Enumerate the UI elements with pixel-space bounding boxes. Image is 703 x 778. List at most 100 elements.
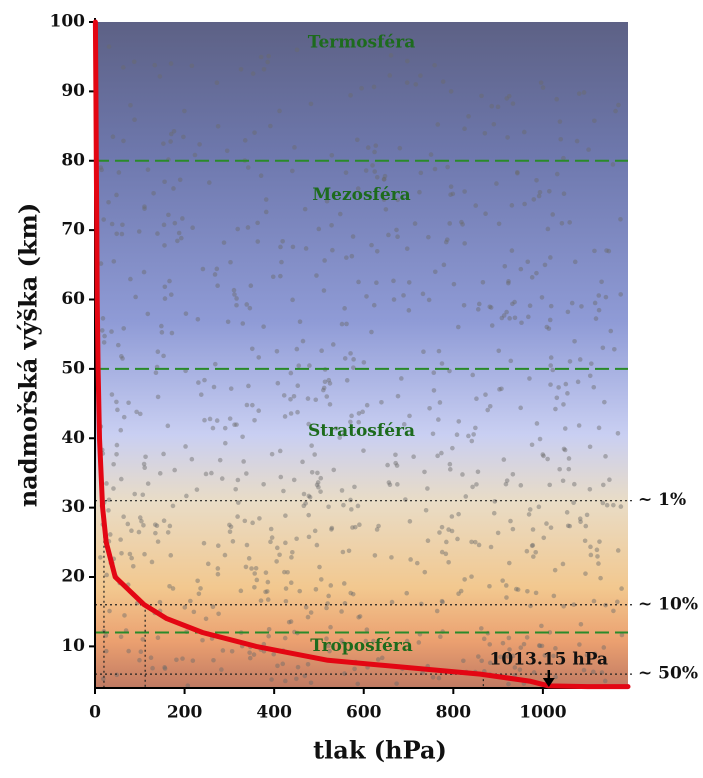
dust-dot xyxy=(579,304,584,309)
dust-dot xyxy=(307,363,312,368)
dust-dot xyxy=(530,542,536,548)
dust-dot xyxy=(242,138,248,143)
dust-dot xyxy=(167,523,173,529)
y-tick-label: 80 xyxy=(61,150,85,170)
dust-dot xyxy=(541,535,547,541)
dust-dot xyxy=(348,590,354,596)
dust-dot xyxy=(510,653,516,659)
dust-dot xyxy=(215,571,221,577)
dust-dot xyxy=(431,388,437,393)
dust-dot xyxy=(563,381,569,387)
dust-dot xyxy=(244,471,249,476)
dust-dot xyxy=(215,283,220,288)
dust-dot xyxy=(418,170,424,176)
dust-dot xyxy=(261,324,266,329)
dust-dot xyxy=(141,461,147,467)
dust-dot xyxy=(313,587,319,592)
dust-dot xyxy=(189,456,195,462)
dust-dot xyxy=(306,493,312,499)
dust-dot xyxy=(180,216,185,221)
dust-dot xyxy=(344,378,350,383)
dust-dot xyxy=(512,665,518,670)
dust-dot xyxy=(561,191,567,197)
dust-dot xyxy=(99,328,105,333)
dust-dot xyxy=(562,426,568,431)
dust-dot xyxy=(161,353,166,359)
dust-dot xyxy=(417,189,422,195)
pressure-curve xyxy=(92,19,631,690)
dust-dot xyxy=(157,74,163,79)
dust-dot xyxy=(155,349,161,354)
dust-dot xyxy=(188,598,193,604)
dust-dot xyxy=(192,152,198,158)
dust-dot xyxy=(592,300,598,306)
y-tick-label: 10 xyxy=(61,636,85,656)
dust-dot xyxy=(328,624,333,630)
dust-dot xyxy=(550,212,556,217)
dust-dot xyxy=(469,438,475,444)
dust-dot xyxy=(322,379,328,385)
dust-dot xyxy=(341,432,347,437)
dust-dot xyxy=(189,63,195,69)
dust-dot xyxy=(252,571,258,576)
dust-dot xyxy=(619,586,624,591)
plot-background xyxy=(95,22,628,688)
dust-dot xyxy=(114,672,120,678)
dust-dot xyxy=(509,203,515,208)
dust-dot xyxy=(244,402,250,408)
dust-dot xyxy=(419,601,424,607)
dust-dot xyxy=(165,423,171,429)
dust-dot xyxy=(483,211,488,216)
dust-dot xyxy=(592,118,597,124)
dust-dot xyxy=(212,272,218,277)
dust-dot xyxy=(554,171,560,177)
dust-dot xyxy=(234,296,239,301)
dust-dot xyxy=(393,452,398,458)
dust-dot xyxy=(266,633,271,639)
dust-dot xyxy=(118,634,124,640)
dust-dot xyxy=(554,395,560,401)
dust-dot xyxy=(371,302,377,308)
dust-dot xyxy=(145,311,151,317)
dust-dot xyxy=(395,482,400,487)
dust-dot xyxy=(242,518,248,524)
dust-dot xyxy=(252,130,257,135)
dust-dot xyxy=(504,96,510,101)
dust-dot xyxy=(104,481,109,486)
dust-dot xyxy=(495,104,501,110)
dust-dot xyxy=(375,657,381,662)
dust-dot xyxy=(589,361,594,366)
dust-dot xyxy=(321,387,326,393)
dust-dot xyxy=(539,623,544,629)
dust-dot xyxy=(219,667,224,672)
dust-dot xyxy=(504,309,509,315)
dust-dot xyxy=(282,414,288,419)
dust-dot xyxy=(582,538,588,544)
dust-dot xyxy=(222,552,228,558)
dust-dot xyxy=(395,234,400,240)
dust-dot xyxy=(588,544,593,550)
dust-dot xyxy=(247,655,253,661)
dust-dot xyxy=(615,431,621,436)
dust-dot xyxy=(466,433,471,439)
dust-dot xyxy=(470,484,475,490)
dust-dot xyxy=(373,143,379,148)
dust-dot xyxy=(295,383,301,388)
dust-dot xyxy=(114,231,120,237)
dust-dot xyxy=(314,542,320,548)
dust-dot xyxy=(162,296,168,301)
dust-dot xyxy=(236,500,241,505)
dust-dot xyxy=(300,459,305,465)
dust-dot xyxy=(421,349,426,355)
dust-dot xyxy=(542,653,548,658)
dust-dot xyxy=(439,524,445,530)
dust-dot xyxy=(426,297,432,303)
dust-dot xyxy=(177,177,183,183)
dust-dot xyxy=(322,258,327,263)
dust-dot xyxy=(247,650,252,655)
dust-dot xyxy=(139,518,144,524)
dust-dot xyxy=(344,255,349,260)
dust-dot xyxy=(539,643,545,649)
dust-dot xyxy=(261,66,267,72)
